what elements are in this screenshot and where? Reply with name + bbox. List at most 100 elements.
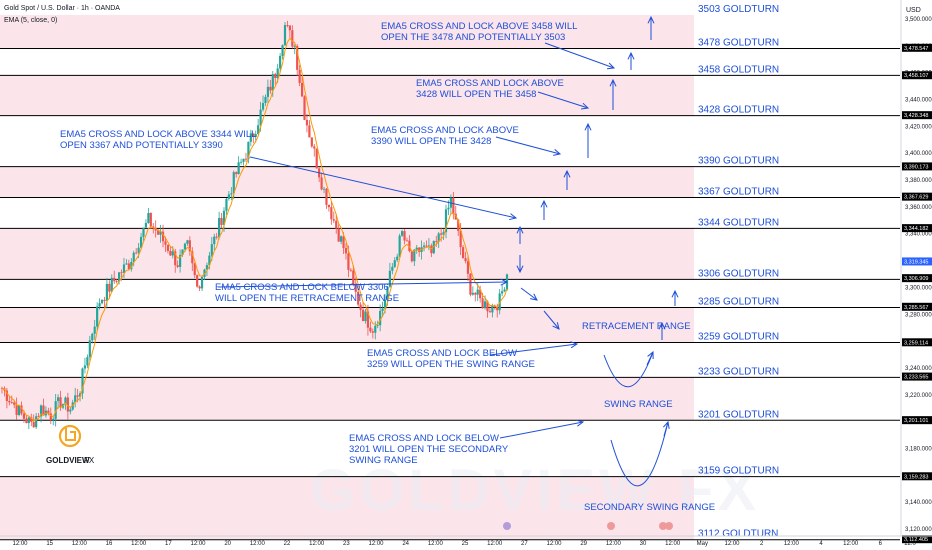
candle-body (125, 263, 128, 265)
candle-body (408, 240, 411, 252)
candle-body (425, 245, 428, 247)
event-markers (503, 522, 673, 530)
us-flag-icon (665, 522, 673, 530)
candle-body (427, 245, 431, 247)
candle-body (88, 340, 91, 358)
time-tick-label: 12:00 (487, 541, 503, 547)
candle-body (381, 308, 384, 311)
time-tick-label: May (697, 541, 708, 547)
symbol-title: Gold Spot / U.S. Dollar · 1h · OANDA (4, 5, 120, 12)
candle-body (357, 291, 360, 305)
candle-body (237, 162, 240, 175)
brand-suffix: FX (84, 456, 95, 465)
swing-curve (603, 351, 654, 388)
candle-body (371, 331, 374, 333)
level-label: 3259 GOLDTURN (698, 331, 779, 342)
annotation-text: RETRACEMENT RANGE (582, 321, 691, 332)
level-label: 3201 GOLDTURN (698, 409, 779, 420)
candle-body (8, 400, 11, 403)
arrow-line (520, 287, 538, 301)
lightning-icon (503, 522, 511, 530)
candle-body (276, 68, 279, 79)
level-label: 3112 GOLDTURN (698, 529, 778, 540)
candle-body (398, 235, 401, 257)
arrow-head (563, 169, 571, 178)
price-tick-label: 3,140.000 (905, 500, 932, 506)
candle-body (361, 309, 365, 322)
price-tag (902, 111, 932, 120)
price-tick-label: 3,420.000 (905, 124, 932, 130)
candle-body (376, 325, 379, 326)
candle-body (225, 198, 228, 211)
time-tick-label: 4 (819, 541, 823, 547)
candle-body (269, 86, 272, 91)
level-label: 3458 GOLDTURN (698, 64, 779, 75)
arrow-head (516, 265, 524, 274)
candle-body (74, 395, 77, 403)
price-tick-label: 3,220.000 (905, 393, 932, 399)
time-tick-label: 16 (106, 541, 113, 547)
arrow-head (580, 102, 590, 110)
arrow-head (606, 62, 616, 70)
annotation-text: 3390 WILL OPEN THE 3428 (371, 136, 491, 147)
range-band (0, 228, 694, 280)
candle-body (432, 240, 435, 254)
annotation-text: EMA5 CROSS AND LOCK BELOW 3306 (215, 282, 389, 293)
candle-body (496, 307, 499, 311)
candle-body (83, 365, 87, 369)
time-tick-label: 17 (165, 541, 172, 547)
arrow-head (516, 225, 524, 234)
candle-body (200, 276, 204, 289)
candle-body (178, 254, 182, 267)
level-label: 3367 GOLDTURN (698, 187, 779, 198)
candle-body (286, 25, 289, 26)
brand-logo: GOLDVIEW FX (46, 424, 95, 465)
candle-body (54, 401, 57, 419)
candle-body (464, 258, 467, 262)
candle-body (193, 263, 196, 276)
candle-body (393, 260, 396, 267)
candle-body (288, 25, 291, 31)
time-tick-label: 12:00 (72, 541, 88, 547)
candle-body (235, 172, 238, 175)
candle-body (386, 286, 389, 300)
price-tag-label: 3,285.567 (904, 305, 928, 311)
price-tick-label: 3,240.000 (905, 366, 932, 372)
candle-body (257, 125, 260, 135)
candle-body (164, 241, 167, 245)
candle-body (13, 402, 16, 405)
candle-body (325, 188, 328, 205)
arrow-head (658, 321, 666, 330)
annotation-text: OPEN 3367 AND POTENTIALLY 3390 (60, 140, 223, 151)
price-tag (902, 416, 932, 425)
candle-body (335, 220, 338, 229)
candle-body (418, 247, 421, 252)
candle-body (437, 233, 440, 242)
time-tick-label: 25 (462, 541, 469, 547)
arrow-line (217, 281, 508, 288)
candle-body (220, 217, 223, 225)
candle-body (98, 303, 101, 307)
candle-body (232, 172, 235, 194)
candle-body (279, 55, 282, 69)
arrow-head (647, 350, 654, 360)
candle-body (10, 402, 13, 404)
candle-body (86, 357, 89, 366)
candle-body (498, 293, 501, 311)
candle-body (344, 247, 348, 254)
candle-body (479, 289, 482, 299)
time-tick-label: 27 (521, 541, 528, 547)
candle-body (410, 251, 413, 262)
candle-body (415, 247, 418, 250)
level-label: 3233 GOLDTURN (698, 366, 779, 377)
candle-body (283, 25, 287, 46)
candle-body (405, 240, 409, 242)
price-tick-label: 3,280.000 (905, 312, 932, 318)
level-label: 3159 GOLDTURN (698, 466, 779, 477)
candle-body (42, 405, 45, 416)
time-tick-label: 12:00 (724, 541, 740, 547)
candle-body (208, 255, 211, 266)
candle-body (501, 291, 504, 294)
arrow-head (530, 293, 538, 301)
candle-body (469, 273, 472, 295)
